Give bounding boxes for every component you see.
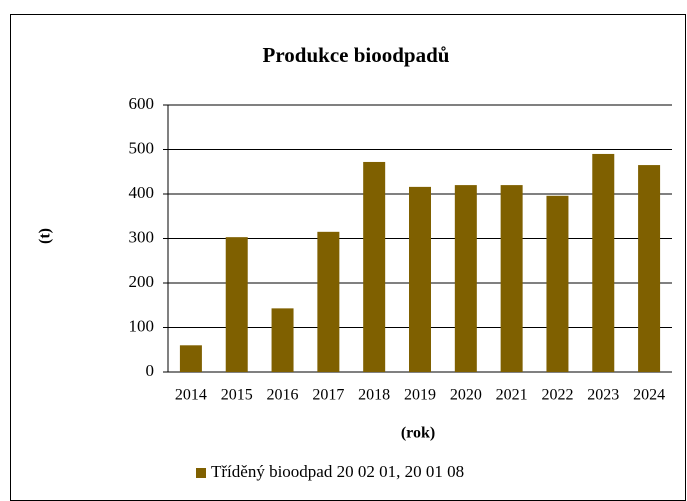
bar xyxy=(363,161,386,372)
y-tick-label: 0 xyxy=(146,361,155,380)
y-tick-label: 400 xyxy=(129,183,155,202)
legend-swatch xyxy=(196,468,206,478)
bar xyxy=(546,195,569,372)
x-tick-label: 2019 xyxy=(404,387,436,404)
x-tick-label: 2023 xyxy=(587,387,619,404)
x-tick-label: 2021 xyxy=(496,387,528,404)
x-tick-label: 2016 xyxy=(267,387,299,404)
chart-frame xyxy=(10,14,686,501)
bar xyxy=(225,237,248,372)
x-tick-label: 2014 xyxy=(175,387,207,404)
x-axis-label: (rok) xyxy=(401,425,435,442)
bar xyxy=(592,153,615,372)
legend-label: Tříděný bioodpad 20 02 01, 20 01 08 xyxy=(211,462,464,481)
x-tick-label: 2015 xyxy=(221,387,253,404)
y-tick-label: 300 xyxy=(129,227,155,246)
chart-title: Produkce bioodpadů xyxy=(263,43,450,67)
y-tick-label: 600 xyxy=(129,94,155,113)
x-tick-label: 2018 xyxy=(358,387,390,404)
y-tick-label: 100 xyxy=(129,316,155,335)
bar xyxy=(271,308,294,372)
y-axis-label: (t) xyxy=(37,228,54,244)
x-tick-label: 2024 xyxy=(633,387,665,404)
x-tick-label: 2017 xyxy=(312,387,344,404)
y-tick-label: 200 xyxy=(129,272,155,291)
bar xyxy=(638,165,661,372)
bar xyxy=(454,185,477,372)
bar xyxy=(500,185,523,372)
bar xyxy=(409,186,431,372)
x-tick-label: 2022 xyxy=(541,387,573,404)
bar xyxy=(179,345,202,372)
bar xyxy=(317,231,340,372)
y-tick-label: 500 xyxy=(129,138,155,157)
x-tick-label: 2020 xyxy=(450,387,482,404)
